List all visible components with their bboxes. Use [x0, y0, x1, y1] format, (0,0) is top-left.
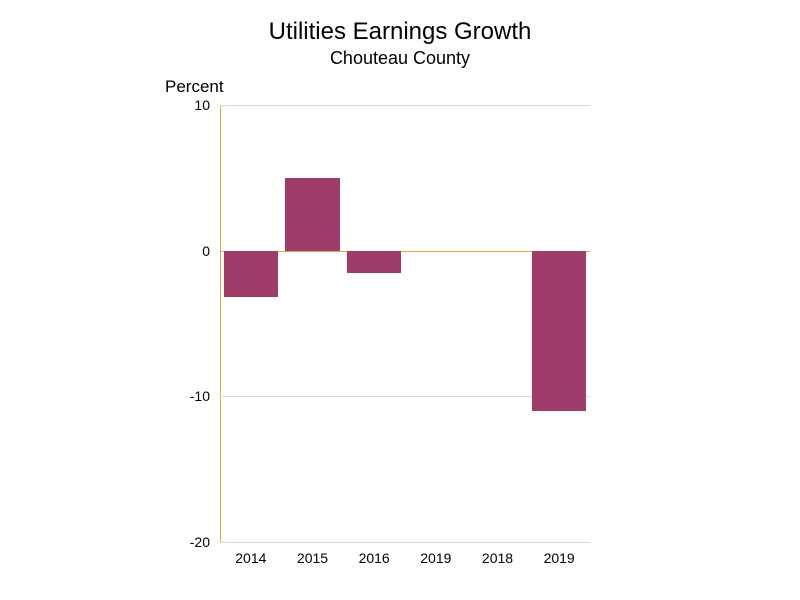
y-axis-label: Percent — [165, 77, 224, 97]
gridline — [220, 542, 590, 543]
x-tick-label: 2019 — [528, 550, 590, 566]
y-tick-label: -20 — [170, 534, 210, 550]
bar — [347, 251, 401, 273]
gridline — [220, 105, 590, 106]
y-tick-label: 10 — [170, 97, 210, 113]
bar — [285, 178, 339, 251]
bar — [224, 251, 278, 298]
y-tick-label: -10 — [170, 388, 210, 404]
chart-subtitle: Chouteau County — [0, 48, 800, 69]
x-tick-label: 2015 — [282, 550, 344, 566]
y-tick-label: 0 — [170, 243, 210, 259]
plot-area — [220, 105, 590, 542]
x-tick-label: 2016 — [343, 550, 405, 566]
x-tick-label: 2018 — [467, 550, 529, 566]
y-axis-line — [220, 105, 221, 542]
chart-container: Utilities Earnings Growth Chouteau Count… — [0, 0, 800, 600]
x-tick-label: 2014 — [220, 550, 282, 566]
bar — [532, 251, 586, 411]
x-tick-label: 2019 — [405, 550, 467, 566]
chart-title: Utilities Earnings Growth — [0, 18, 800, 46]
